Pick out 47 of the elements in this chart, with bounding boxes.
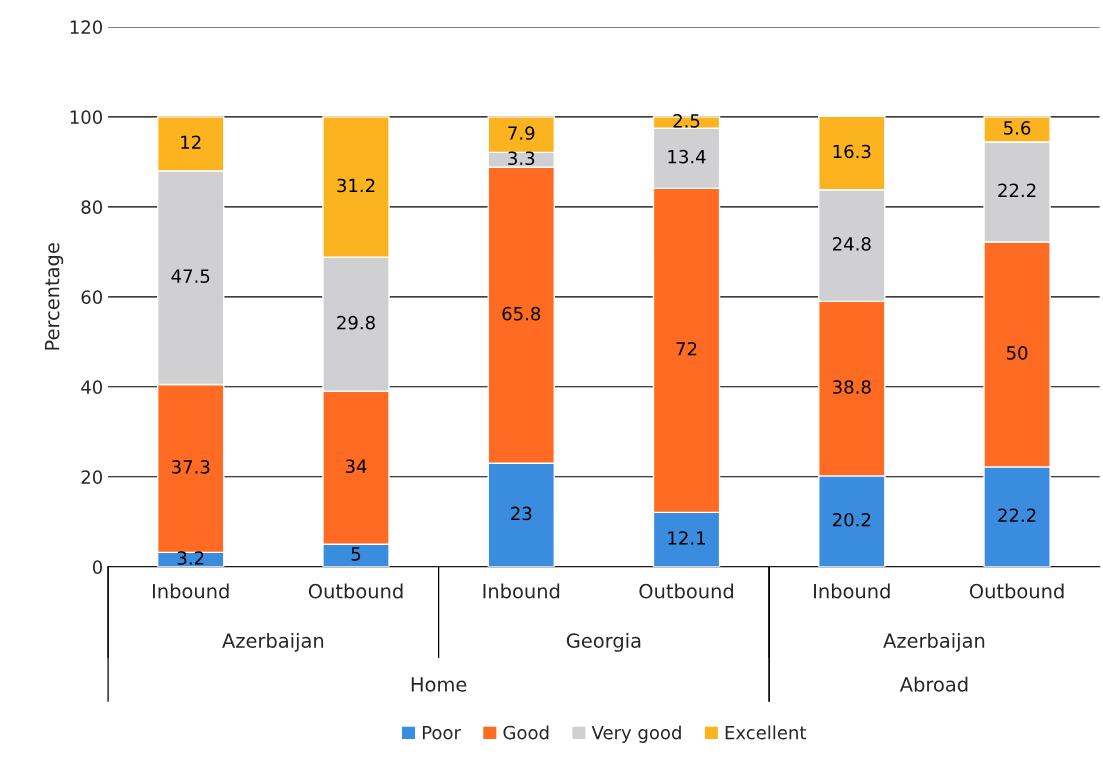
data-label: 5.6 — [1004, 121, 1031, 135]
y-tick-label: 80 — [81, 200, 103, 214]
data-label: 5 — [351, 547, 361, 561]
x-tick-label: Inbound — [814, 583, 890, 599]
data-label: 50 — [1006, 346, 1028, 360]
data-label: 47.5 — [171, 269, 210, 283]
data-label: 20.2 — [833, 512, 871, 527]
legend-label: Very good — [591, 725, 681, 743]
x-tick-label: Outbound — [969, 583, 1064, 599]
data-label: 29.8 — [337, 315, 375, 330]
data-label: 23 — [511, 506, 532, 521]
data-label: 22.2 — [998, 183, 1036, 197]
y-tick-label: 60 — [81, 290, 103, 304]
text: Azerbaijan — [222, 632, 324, 652]
y-tick-label: 20 — [81, 470, 103, 484]
data-label: 24.8 — [833, 237, 871, 251]
data-label: 38.8 — [833, 380, 871, 394]
text: Home — [411, 677, 467, 692]
data-label: 72 — [676, 341, 697, 356]
legend-label: Good — [503, 725, 549, 740]
data-label: 3.3 — [508, 151, 535, 166]
data-label: 65.8 — [502, 306, 541, 321]
data-label: 3.2 — [177, 551, 204, 565]
data-label: 37.3 — [172, 460, 210, 474]
data-label: 7.9 — [508, 126, 535, 140]
x-tick-label: Inbound — [152, 583, 229, 599]
x-tick-label: Outbound — [308, 583, 403, 599]
data-label: 2.5 — [673, 114, 700, 128]
legend-label: Poor — [422, 725, 461, 740]
y-tick-label: 0 — [92, 560, 103, 574]
text: Georgia — [566, 632, 641, 652]
text: Abroad — [899, 676, 968, 692]
x-tick-label: Inbound — [483, 583, 560, 599]
data-label: 22.2 — [998, 508, 1036, 522]
data-label: 16.3 — [833, 144, 871, 159]
y-axis-title: Percentage — [44, 243, 64, 350]
data-label: 12.1 — [668, 531, 705, 545]
y-tick-label: 100 — [70, 110, 103, 124]
text: Azerbaijan — [883, 632, 985, 652]
y-tick-label: 40 — [81, 380, 103, 394]
legend-label: Excellent — [725, 725, 807, 740]
data-label: 31.2 — [337, 178, 375, 193]
data-label: 12 — [181, 135, 201, 149]
y-tick-label: 120 — [70, 20, 103, 34]
data-label: 13.4 — [668, 149, 706, 164]
x-tick-label: Outbound — [639, 583, 733, 599]
data-label: 34 — [345, 459, 367, 474]
